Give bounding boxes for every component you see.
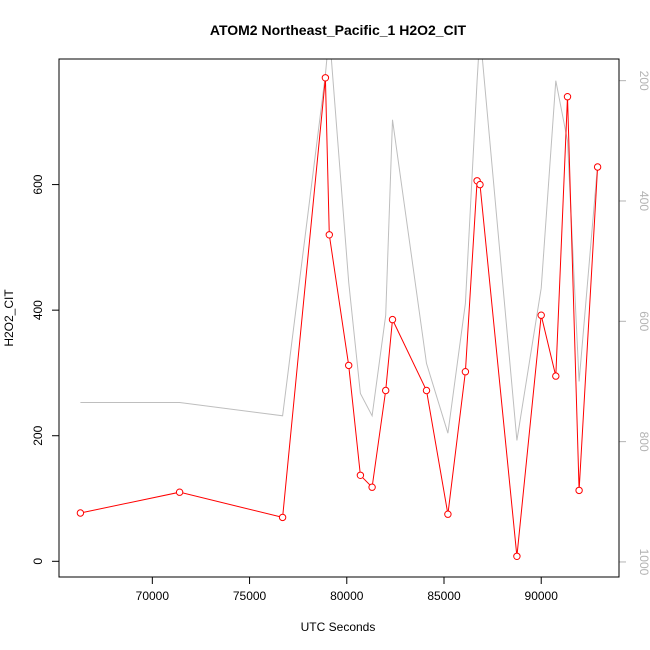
- data-point: [356, 471, 365, 479]
- x-axis-label: UTC Seconds: [301, 620, 376, 634]
- data-point: [368, 483, 376, 491]
- data-point: [278, 513, 287, 522]
- y2-tick-label: 400: [637, 191, 650, 211]
- chart-title: ATOM2 Northeast_Pacific_1 H2O2_CIT: [210, 22, 467, 38]
- data-point: [476, 180, 484, 189]
- y-tick-label: 0: [31, 558, 45, 565]
- data-point: [76, 509, 85, 517]
- x-tick-label: 90000: [525, 589, 559, 603]
- data-point: [345, 361, 353, 370]
- x-tick-label: 85000: [427, 589, 461, 603]
- series-line-left-axis: [80, 77, 599, 557]
- data-point: [382, 386, 390, 395]
- y-tick-label: 600: [31, 174, 45, 194]
- x-tick-label: 80000: [330, 589, 364, 603]
- data-point: [537, 311, 545, 319]
- y2-tick-label: 200: [637, 71, 650, 91]
- y2-tick-label: 800: [637, 432, 650, 452]
- data-point: [422, 386, 431, 395]
- data-point: [513, 552, 521, 560]
- data-point: [593, 163, 602, 171]
- plot-frame: [58, 58, 620, 578]
- data-point: [575, 486, 583, 495]
- x-tick-label: 70000: [136, 589, 170, 603]
- data-point: [388, 315, 397, 324]
- y-tick-label: 200: [31, 425, 45, 445]
- data-point: [461, 368, 470, 376]
- data-point: [321, 74, 330, 82]
- y-axis-label: H2O2_CIT: [2, 289, 16, 347]
- x-tick-label: 75000: [233, 589, 267, 603]
- data-point: [552, 372, 560, 380]
- y2-tick-label: 1000: [637, 549, 650, 576]
- data-point: [444, 510, 452, 518]
- plot-layer: 70000 75000 80000 85000 90000 0 200 400 600 200 40…: [31, 59, 650, 603]
- y2-tick-label: 600: [637, 311, 650, 331]
- data-point: [325, 231, 333, 239]
- y-tick-label: 400: [31, 300, 45, 320]
- data-point: [563, 93, 572, 101]
- series-line-right-axis: [80, 59, 599, 441]
- data-point: [175, 488, 184, 496]
